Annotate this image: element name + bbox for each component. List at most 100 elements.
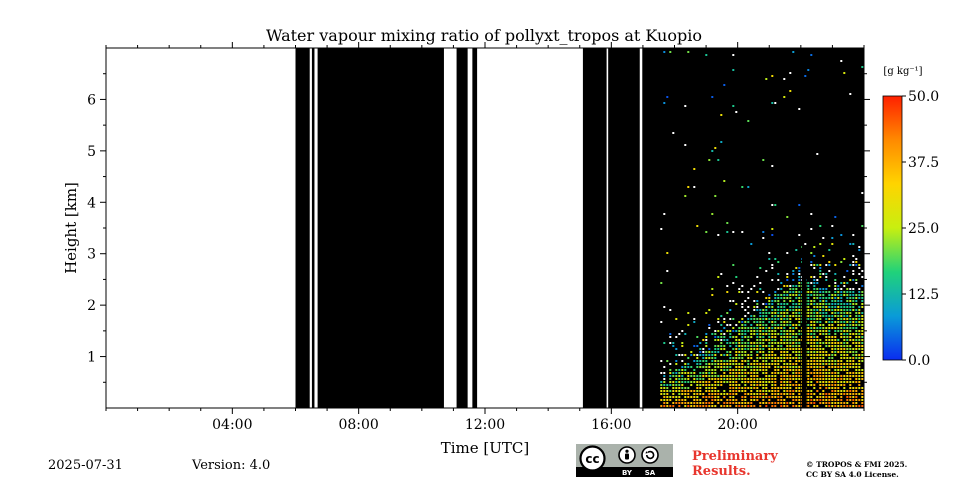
pixel-group-495	[807, 69, 810, 71]
pixel-group-443	[783, 291, 795, 308]
pixel-group-237	[717, 159, 720, 161]
pixel-group-420	[774, 297, 777, 299]
pixel-group-400	[768, 402, 771, 404]
pixel-group-175	[705, 396, 708, 398]
pixel-group-3	[660, 390, 663, 392]
x-axis-ticks: 04:00 08:00 12:00 16:00 20:00	[105, 42, 865, 433]
pixel-group-530	[828, 264, 831, 266]
pixel-group-39	[669, 378, 672, 380]
pixel-group-540	[834, 294, 837, 296]
pixel-group-523	[825, 318, 828, 320]
no-signal-period-2	[317, 48, 444, 408]
pixel-group-395	[765, 360, 768, 362]
cc-icon	[579, 445, 606, 472]
pixel-group-426	[777, 303, 780, 305]
data-gap-stripe	[801, 246, 806, 408]
pixel-group-225	[714, 345, 717, 347]
pixel-group-389	[762, 159, 765, 161]
pixel-group-355	[750, 243, 753, 245]
pixel-group-570	[858, 297, 861, 299]
pixel-group-414	[771, 303, 774, 305]
pixel-group-113	[687, 363, 690, 365]
chart-title: Water vapour mixing ratio of pollyxt_tro…	[266, 26, 702, 45]
pixel-group-445	[786, 402, 789, 404]
pixel-group-534	[831, 303, 834, 305]
pixel-group-86	[681, 381, 684, 383]
cc-icon-label: cc	[585, 452, 599, 466]
pixel-group-522	[825, 387, 828, 389]
pixel-group-345	[747, 120, 750, 122]
pixel-group-262	[726, 381, 729, 383]
pixel-group-476	[798, 204, 801, 206]
pixel-group-544	[837, 285, 840, 287]
pixel-group-518	[819, 321, 822, 323]
pixel-group-321	[741, 357, 744, 359]
pixel-group-471	[798, 306, 801, 308]
pixel-group-267	[726, 360, 729, 362]
pixel-group-562	[849, 312, 852, 314]
pixel-group-437	[780, 288, 783, 290]
pixel-group-286	[732, 357, 735, 359]
pixel-group-340	[747, 363, 750, 365]
cc-by-sa-license-badge: cc BY SA	[576, 444, 673, 477]
y-axis-label: Height [km]	[62, 182, 80, 274]
pixel-group-78	[678, 372, 681, 374]
no-signal-period-7	[642, 48, 864, 408]
no-signal-period-5	[582, 48, 607, 408]
pixel-group-442	[783, 318, 786, 320]
pixel-group-465	[792, 51, 795, 53]
pixel-group-448	[786, 348, 789, 350]
pixel-group-117	[687, 51, 690, 53]
pixel-group-206	[711, 384, 714, 386]
pixel-group-390	[765, 405, 768, 407]
pixel-group-169	[702, 357, 705, 359]
pixel-group-433	[780, 348, 783, 350]
pixel-group-200	[708, 348, 711, 350]
pixel-group-168	[702, 360, 705, 362]
pixel-group-32	[666, 96, 669, 98]
pixel-group-436	[780, 303, 783, 305]
pixel-group-373	[759, 336, 762, 338]
pixel-group-458	[792, 324, 810, 338]
plot-area: 04:00 08:00 12:00 16:00 20:00 1 2 3 4 5 6	[87, 42, 870, 433]
pixel-group-394	[765, 363, 768, 365]
y-axis-ticks: 1 2 3 4 5 6	[87, 73, 870, 383]
x-tick-label: 08:00	[338, 417, 378, 433]
pixel-group-401	[768, 396, 771, 398]
pixel-group-128	[693, 402, 696, 404]
pixel-group-72	[678, 282, 864, 398]
pixel-group-513	[816, 315, 819, 317]
y-tick-label: 1	[87, 350, 96, 366]
pixel-group-421	[774, 291, 777, 293]
pixel-group-381	[762, 339, 765, 341]
preliminary-line-2: Results.	[692, 464, 751, 479]
pixel-group-277	[729, 354, 732, 356]
pixel-group-489	[804, 75, 807, 77]
mixing-ratio-pixels	[660, 51, 864, 407]
y-tick-label: 5	[87, 144, 96, 160]
pixel-group-440	[783, 363, 786, 365]
pixel-group-497	[810, 363, 813, 365]
pixel-group-356	[753, 405, 756, 407]
pixel-group-350	[750, 354, 753, 356]
pixel-group-557	[846, 282, 855, 293]
no-signal-period-3	[456, 48, 468, 408]
pixel-group-287	[732, 348, 735, 350]
pixel-group-554	[846, 396, 855, 401]
pixel-group-43	[669, 333, 672, 335]
pixel-group-461	[792, 303, 795, 305]
pixel-group-371	[759, 378, 762, 380]
pixel-group-384	[762, 318, 765, 320]
pixel-group-545	[840, 399, 843, 401]
colorbar-gradient	[882, 95, 903, 361]
pixel-group-351	[750, 345, 753, 347]
pixel-group-444	[783, 288, 792, 302]
sa-label: SA	[645, 469, 656, 477]
pixel-group-62	[675, 384, 678, 386]
pixel-group-101	[684, 369, 687, 371]
pixel-group-512	[816, 321, 819, 323]
pixel-group-454	[789, 339, 792, 341]
pixel-group-154	[699, 375, 711, 386]
pixel-group-441	[783, 339, 786, 341]
